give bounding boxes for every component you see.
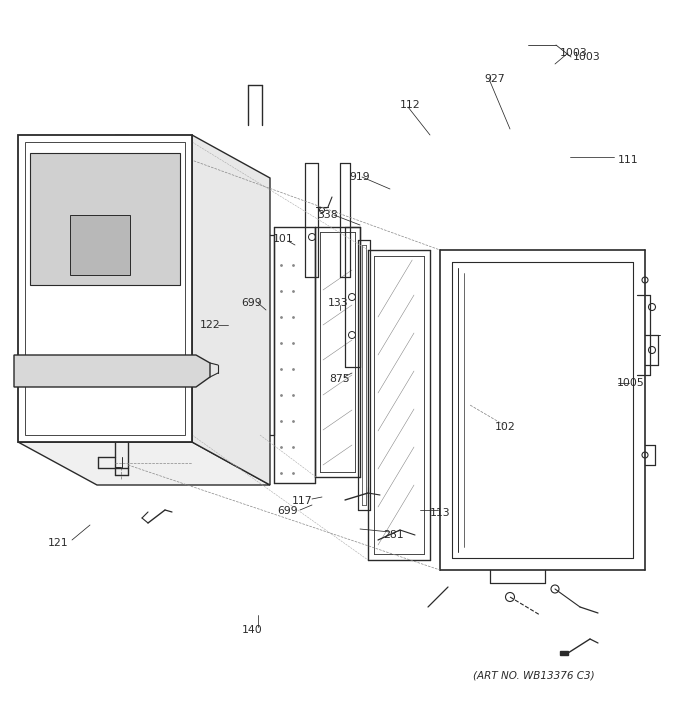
Text: (ART NO. WB13376 C3): (ART NO. WB13376 C3) [473, 670, 595, 680]
Text: 1003: 1003 [560, 48, 588, 58]
Text: 927: 927 [485, 74, 505, 84]
Text: 699: 699 [241, 298, 262, 308]
Text: 875: 875 [330, 374, 350, 384]
Text: 919: 919 [350, 172, 371, 182]
Text: 122: 122 [200, 320, 220, 330]
Text: 281: 281 [383, 530, 403, 540]
Text: 112: 112 [400, 100, 420, 110]
Text: 113: 113 [430, 508, 450, 518]
Text: 136: 136 [48, 346, 68, 356]
Polygon shape [70, 215, 130, 275]
Polygon shape [25, 142, 185, 435]
Polygon shape [14, 355, 210, 387]
Text: 140: 140 [78, 262, 99, 272]
Text: 699: 699 [277, 506, 299, 516]
Polygon shape [18, 442, 270, 485]
Text: 102: 102 [494, 422, 515, 432]
Text: 338: 338 [318, 210, 339, 220]
Text: 134: 134 [62, 320, 82, 330]
Text: 1003: 1003 [573, 52, 600, 62]
Polygon shape [18, 135, 192, 442]
Text: 133: 133 [328, 298, 348, 308]
Text: 101: 101 [273, 234, 293, 244]
Text: 117: 117 [292, 496, 312, 506]
Text: 696: 696 [130, 192, 150, 202]
Text: 121: 121 [48, 538, 68, 548]
Polygon shape [192, 135, 270, 485]
Text: 111: 111 [617, 155, 639, 165]
Bar [560, 651, 568, 655]
Polygon shape [30, 153, 180, 285]
Text: 140: 140 [241, 625, 262, 635]
Text: 1005: 1005 [617, 378, 645, 388]
